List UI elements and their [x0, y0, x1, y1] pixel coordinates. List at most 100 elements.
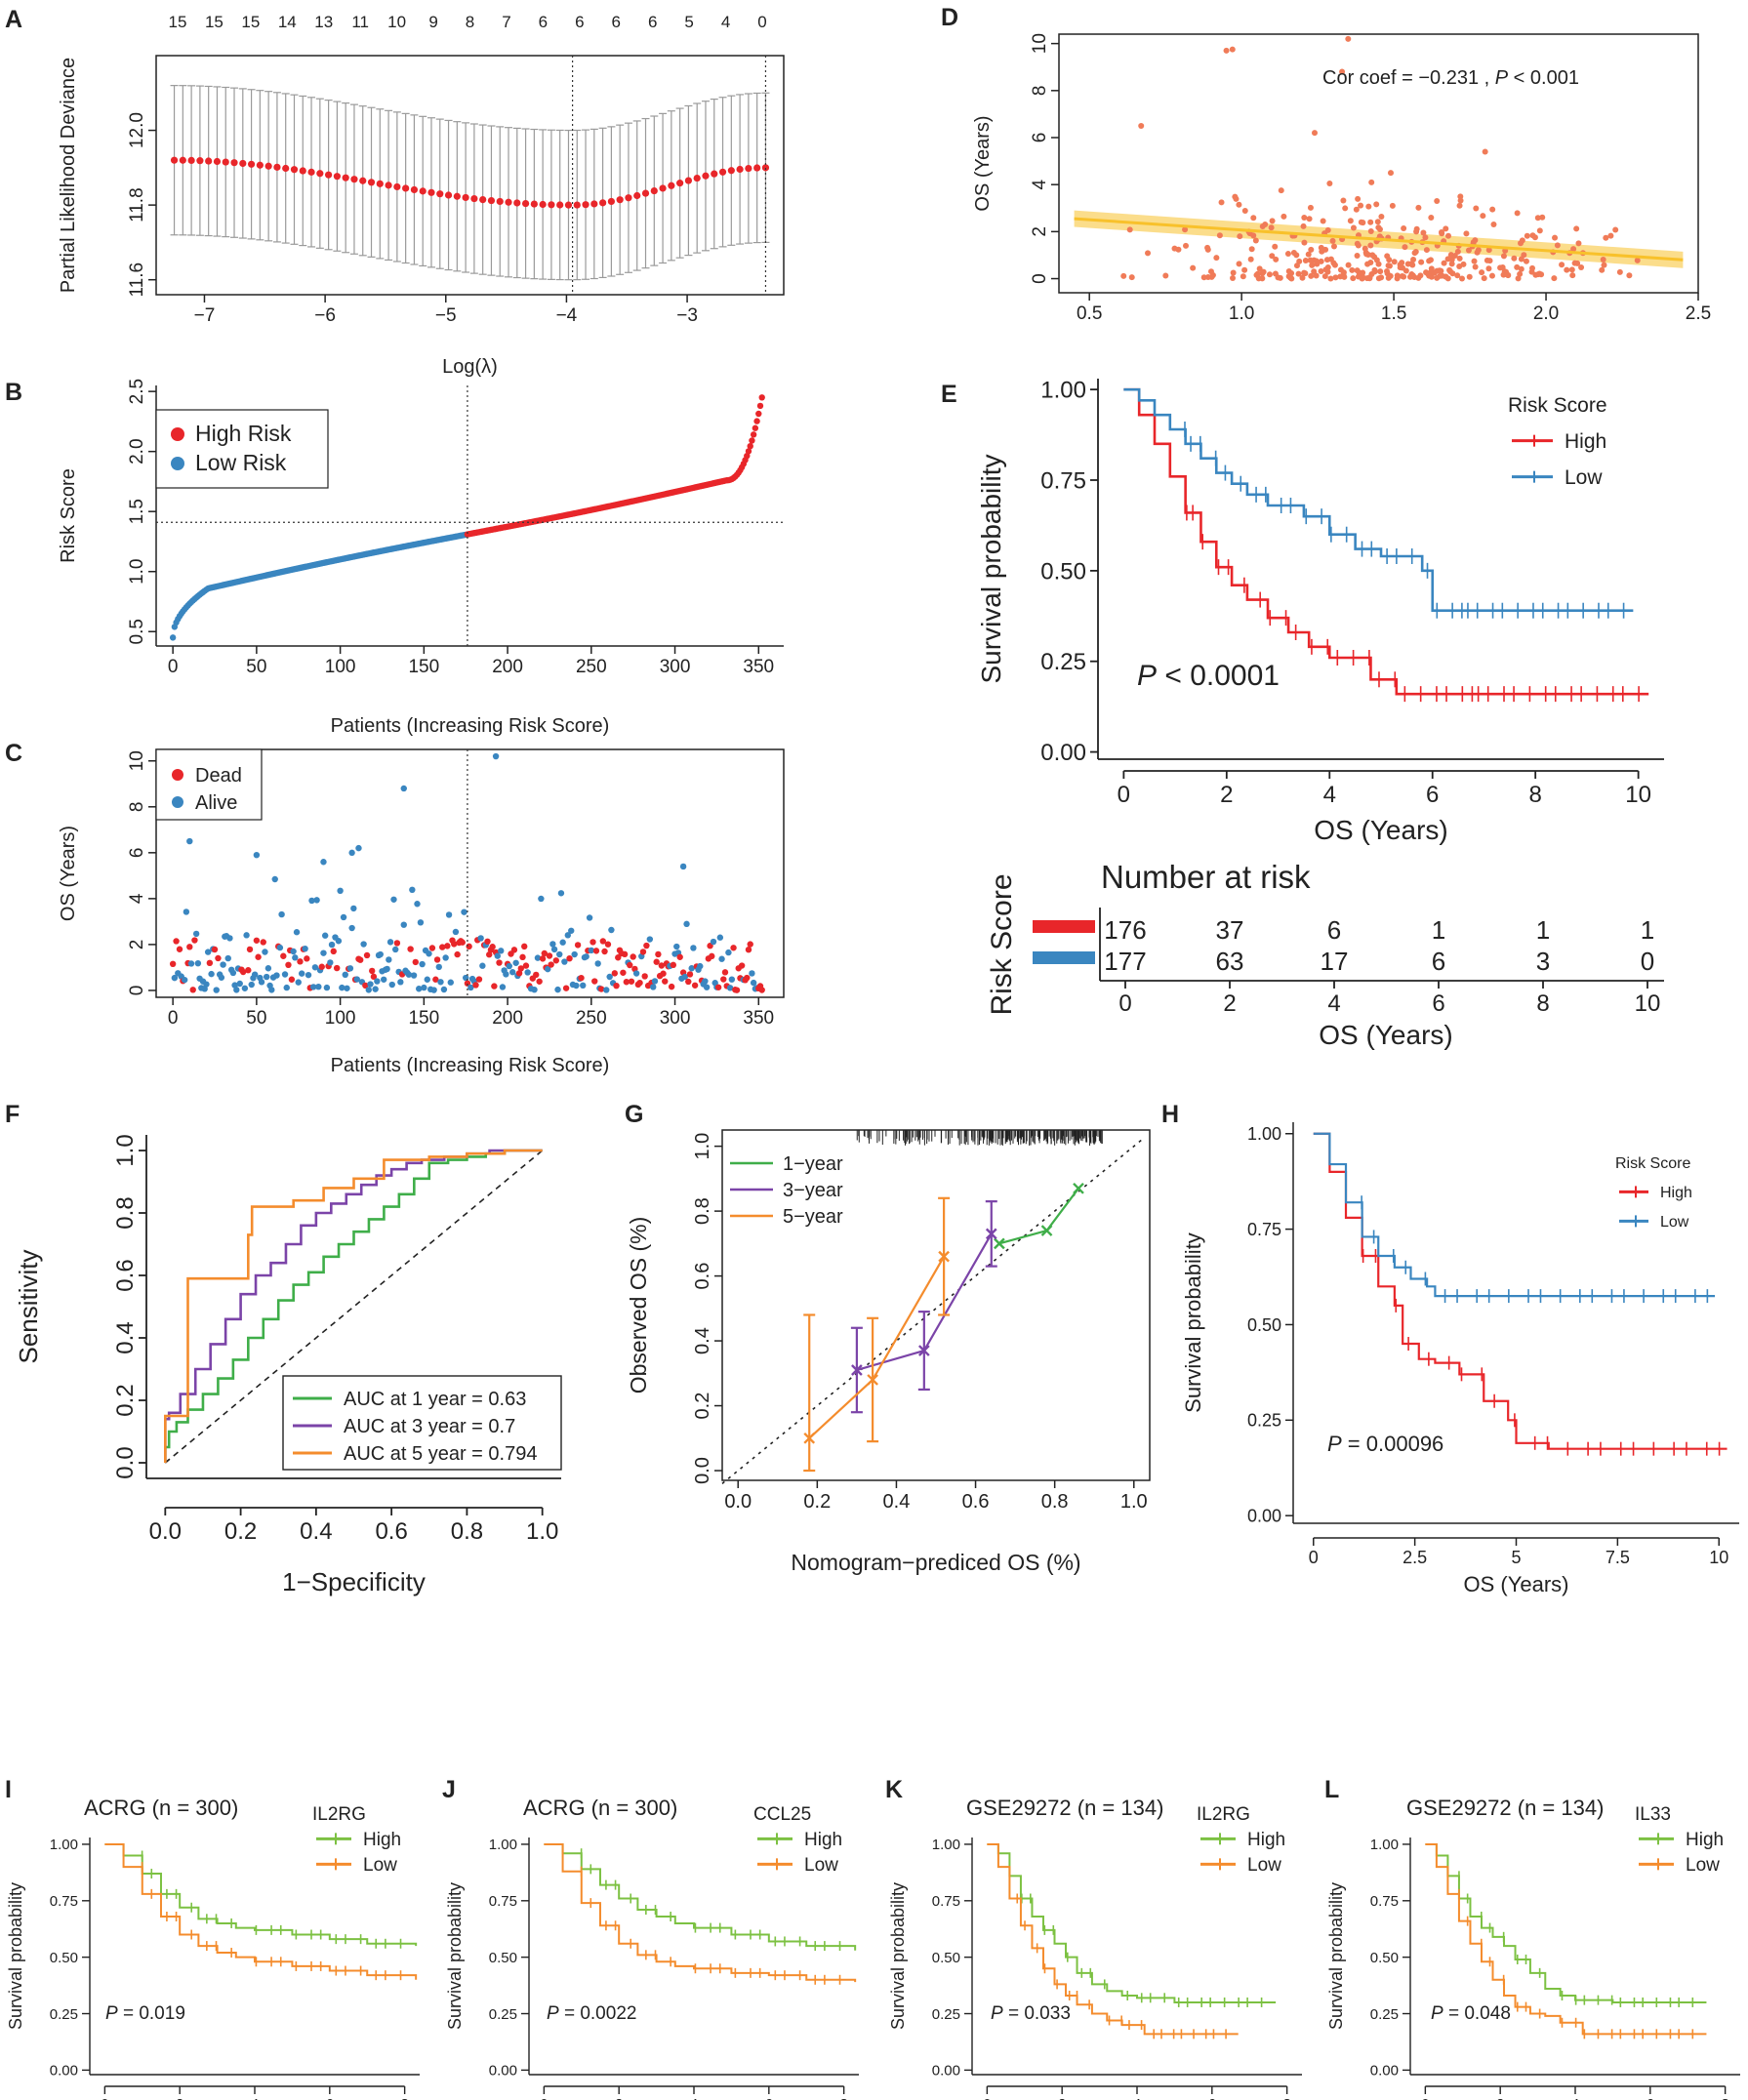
- deviance-point: [582, 201, 589, 209]
- os-point: [676, 953, 683, 960]
- os-point: [224, 954, 231, 962]
- scatter-point: [1443, 273, 1449, 280]
- x-tick-label: 10: [1709, 1548, 1728, 1567]
- os-point: [643, 942, 650, 949]
- risk-count: 3: [1536, 947, 1550, 976]
- scatter-point: [1573, 225, 1580, 232]
- os-point: [688, 965, 695, 972]
- diagonal-reference: [164, 1150, 544, 1464]
- os-point: [472, 982, 479, 989]
- scatter-point: [1138, 122, 1145, 129]
- scatter-point: [1515, 275, 1522, 282]
- os-point: [340, 913, 347, 921]
- scatter-point: [1354, 253, 1361, 260]
- deviance-point: [556, 201, 564, 209]
- os-point: [356, 956, 364, 963]
- os-point: [546, 952, 553, 959]
- scatter-point: [1366, 274, 1373, 281]
- legend-label: High: [1565, 430, 1606, 453]
- scatter-point: [1472, 263, 1479, 270]
- deviance-point: [393, 182, 401, 191]
- scatter-point: [1519, 237, 1525, 244]
- os-point: [531, 986, 538, 993]
- y-tick-label: 2.5: [127, 379, 147, 404]
- os-point: [697, 962, 704, 970]
- x-axis-label: Patients (Increasing Risk Score): [331, 715, 610, 737]
- legend: AUC at 1 year = 0.63 AUC at 3 year = 0.7 A…: [282, 1375, 562, 1471]
- scatter-point: [1345, 262, 1352, 268]
- os-point: [714, 984, 722, 990]
- deviance-point: [693, 174, 701, 182]
- os-point: [191, 937, 198, 944]
- km-curve-low: [1123, 387, 1634, 613]
- y-tick-label: 11.8: [127, 187, 147, 222]
- os-point: [494, 952, 501, 959]
- os-point: [586, 914, 593, 921]
- scatter-point: [1259, 275, 1266, 282]
- os-point: [203, 981, 210, 988]
- panel-f-axes: 0.0 0.2 0.4 0.6 0.8 1.0 0.0 0.2 0.4 0.6 0.8 1.0 1−Sp…: [14, 1134, 561, 1596]
- risk-point: [749, 437, 755, 444]
- legend-marker: [171, 457, 184, 470]
- os-point: [417, 919, 425, 926]
- scatter-point: [1324, 263, 1331, 270]
- p-symbol: P: [1327, 1432, 1342, 1456]
- x-tick-label: −5: [435, 305, 457, 326]
- calibration-point: [851, 1364, 863, 1376]
- scatter-point: [1302, 270, 1309, 277]
- plot-frame: [1058, 33, 1699, 294]
- x-tick-label: 0: [101, 2096, 108, 2100]
- os-point: [636, 979, 643, 987]
- os-point: [519, 953, 526, 961]
- scatter-point: [1500, 271, 1507, 278]
- os-point: [615, 954, 622, 961]
- os-point: [239, 968, 247, 976]
- y-tick-label: 0.75: [489, 1893, 517, 1910]
- y-tick-label: 4: [1030, 179, 1050, 189]
- y-tick-label: 0.75: [1040, 467, 1086, 494]
- legend-title: Risk Score: [1508, 394, 1607, 417]
- x-tick-label: 5: [1511, 1548, 1521, 1567]
- os-point: [710, 938, 717, 946]
- deviance-point: [367, 179, 376, 186]
- scatter-point: [1326, 180, 1333, 186]
- os-point: [271, 875, 278, 883]
- deviance-point: [359, 177, 367, 184]
- scatter-point: [1500, 253, 1507, 260]
- os-point: [683, 920, 690, 928]
- scatter-point: [1448, 257, 1455, 263]
- deviance-point: [376, 180, 384, 187]
- deviance-point: [402, 184, 410, 192]
- x-tick-label: 0: [1421, 2096, 1429, 2100]
- x-tick-label: 0: [168, 1008, 179, 1029]
- os-point: [245, 967, 252, 974]
- os-point: [716, 934, 724, 941]
- os-point: [281, 971, 289, 978]
- os-point: [409, 886, 416, 894]
- os-point: [218, 974, 225, 981]
- risk-count: 1: [1432, 915, 1445, 945]
- x-tick-label: 0.6: [375, 1518, 407, 1545]
- os-point: [393, 940, 401, 947]
- x-tick-label: 2: [176, 2096, 183, 2100]
- scatter-point: [1497, 264, 1504, 271]
- os-point: [510, 947, 518, 953]
- os-point: [522, 962, 530, 969]
- x-tick-label: 2: [1496, 2096, 1504, 2100]
- top-axis-label: 10: [387, 13, 406, 31]
- deviance-point: [745, 164, 752, 173]
- y-tick-label: 0.25: [1247, 1411, 1281, 1431]
- panel-i-title: ACRG (n = 300): [84, 1796, 238, 1820]
- os-point: [187, 960, 195, 967]
- os-point: [554, 986, 561, 993]
- scatter-point: [1481, 275, 1487, 282]
- scatter-point: [1299, 274, 1306, 281]
- x-tick-label: 7.5: [1606, 1548, 1630, 1567]
- os-point: [208, 970, 215, 978]
- os-point: [620, 969, 627, 976]
- legend: IL2RG High Low: [1197, 1804, 1285, 1876]
- panel-label-b: B: [5, 379, 22, 406]
- deviance-point: [333, 173, 341, 181]
- os-point: [311, 964, 319, 971]
- os-point: [679, 863, 687, 870]
